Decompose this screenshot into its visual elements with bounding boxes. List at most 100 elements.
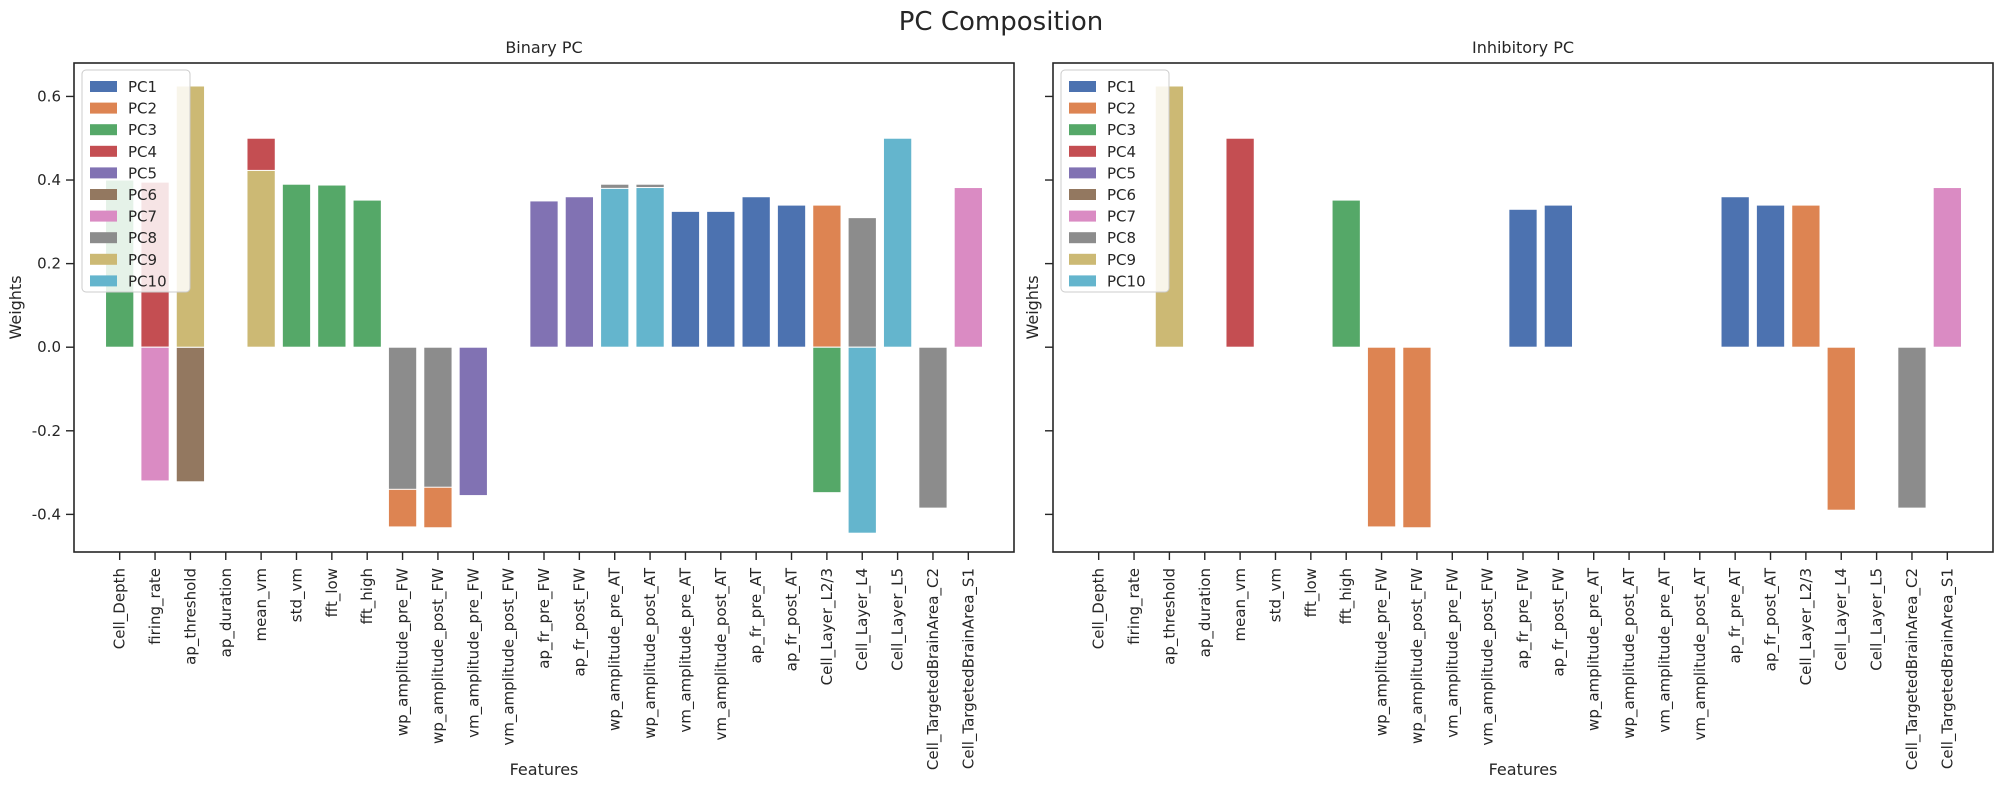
legend-label: PC4 xyxy=(1107,143,1136,161)
bar-pc5-10 xyxy=(458,346,488,497)
x-tick-label: vm_amplitude_pre_AT xyxy=(676,567,695,732)
bar-pc10-15 xyxy=(635,187,665,348)
bar-pc3-7 xyxy=(352,199,382,348)
x-tick-label: ap_fr_pre_FW xyxy=(1514,568,1533,669)
bar-pc1-19 xyxy=(1755,204,1786,348)
bar-pc3-20 xyxy=(812,346,842,494)
legend-label: PC1 xyxy=(128,78,157,96)
x-tick-label: Cell_Layer_L4 xyxy=(1832,568,1851,671)
x-tick-label: wp_amplitude_post_FW xyxy=(1408,568,1427,744)
bar-pc8-9 xyxy=(423,346,453,488)
x-axis-label: Features xyxy=(1489,760,1558,779)
x-tick-label: firing_rate xyxy=(146,568,165,645)
x-tick-label: fft_low xyxy=(1302,568,1321,617)
chart-title: Binary PC xyxy=(505,38,582,57)
legend-label: PC5 xyxy=(1107,164,1136,182)
y-tick-label: 0.0 xyxy=(37,338,61,356)
y-tick-label: 0.4 xyxy=(37,171,61,189)
bar-group xyxy=(105,85,983,534)
x-tick-label: Cell_TargetedBrainArea_C2 xyxy=(924,568,943,770)
x-tick-label: ap_fr_pre_FW xyxy=(535,568,554,669)
bar-pc10-14 xyxy=(600,187,630,348)
legend-swatch-pc10 xyxy=(90,275,117,287)
legend-swatch-pc2 xyxy=(1069,102,1096,114)
bar-pc1-19 xyxy=(776,204,807,348)
legend-swatch-pc6 xyxy=(90,189,117,200)
legend-label: PC6 xyxy=(128,186,157,204)
bar-pc2-20 xyxy=(812,204,842,348)
bar-pc8-8 xyxy=(387,346,418,490)
x-tick-label: wp_amplitude_post_AT xyxy=(641,567,660,739)
x-tick-label: ap_fr_post_AT xyxy=(1762,567,1781,671)
legend-label: PC2 xyxy=(1107,100,1136,118)
bar-pc1-17 xyxy=(706,210,736,348)
x-tick-label: wp_amplitude_post_AT xyxy=(1620,567,1639,739)
x-tick-label: Cell_TargetedBrainArea_S1 xyxy=(1938,568,1957,769)
bar-pc7-24 xyxy=(953,187,983,348)
legend-swatch-pc9 xyxy=(90,253,117,265)
legend-swatch-pc7 xyxy=(1069,210,1096,222)
x-tick-label: Cell_Layer_L5 xyxy=(889,568,908,671)
y-axis-label: Weights xyxy=(1023,275,1042,339)
legend-swatch-pc6 xyxy=(1069,189,1096,200)
x-tick-label: wp_amplitude_pre_FW xyxy=(1373,568,1392,736)
x-tick-label: Cell_Depth xyxy=(111,568,130,649)
legend-swatch-pc5 xyxy=(90,167,117,179)
x-tick-label: wp_amplitude_pre_AT xyxy=(1585,567,1604,731)
x-tick-label: ap_duration xyxy=(1196,568,1215,657)
x-tick-label: Cell_Layer_L4 xyxy=(853,568,872,671)
x-tick-label: fft_low xyxy=(323,568,342,617)
legend-swatch-pc7 xyxy=(90,210,117,222)
bar-pc10-21 xyxy=(847,346,877,534)
legend-swatch-pc8 xyxy=(1069,232,1096,244)
legend-label: PC1 xyxy=(1107,78,1136,96)
x-tick-label: fft_high xyxy=(1337,568,1356,624)
bar-pc6-2 xyxy=(175,346,206,483)
legend-label: PC10 xyxy=(128,272,167,290)
x-tick-label: ap_duration xyxy=(217,568,236,657)
x-tick-label: std_vm xyxy=(1266,568,1285,622)
bar-pc8-21 xyxy=(847,217,877,348)
x-tick-label: vm_amplitude_pre_AT xyxy=(1655,567,1674,732)
x-tick-label: mean_vm xyxy=(1231,568,1250,642)
x-tick-label: Cell_Layer_L2/3 xyxy=(818,568,837,685)
legend-swatch-pc4 xyxy=(1069,145,1096,157)
x-tick-label: firing_rate xyxy=(1125,568,1144,645)
legend-label: PC4 xyxy=(128,143,157,161)
x-tick-label: wp_amplitude_pre_AT xyxy=(606,567,625,731)
legend-label: PC3 xyxy=(128,121,157,139)
legend-label: PC8 xyxy=(1107,229,1136,247)
legend: PC1 PC2 PC3 PC4 PC5 PC6 PC7 PC8 PC9 PC10 xyxy=(81,69,191,293)
x-tick-label: wp_amplitude_post_FW xyxy=(429,568,448,744)
legend-label: PC7 xyxy=(1107,208,1136,226)
x-tick-label: vm_amplitude_post_AT xyxy=(1691,567,1710,740)
x-tick-label: ap_fr_pre_AT xyxy=(1726,567,1745,663)
legend-label: PC5 xyxy=(128,164,157,182)
x-tick-label: Cell_TargetedBrainArea_C2 xyxy=(1903,568,1922,770)
legend-swatch-pc1 xyxy=(1069,81,1096,92)
legend-label: PC9 xyxy=(1107,251,1136,269)
bar-pc2-8 xyxy=(1366,346,1397,528)
legend-swatch-pc8 xyxy=(90,232,117,244)
legend-swatch-pc3 xyxy=(1069,124,1096,136)
x-tick-label: ap_fr_post_AT xyxy=(783,567,802,671)
legend-label: PC10 xyxy=(1107,272,1146,290)
x-tick-label: wp_amplitude_pre_FW xyxy=(394,568,413,736)
bar-pc1-16 xyxy=(670,210,701,348)
x-tick-label: vm_amplitude_post_FW xyxy=(500,568,519,746)
legend-swatch-pc10 xyxy=(1069,275,1096,287)
x-tick-label: ap_fr_post_FW xyxy=(570,568,589,677)
y-tick-label: 0.2 xyxy=(37,255,61,273)
bar-pc3-6 xyxy=(317,184,347,348)
x-tick-label: ap_fr_post_FW xyxy=(1549,568,1568,677)
bar-group xyxy=(1154,85,1962,529)
legend-label: PC6 xyxy=(1107,186,1136,204)
legend-swatch-pc3 xyxy=(90,124,117,136)
x-tick-label: ap_threshold xyxy=(1160,568,1179,665)
x-tick-label: Cell_Layer_L5 xyxy=(1868,568,1887,671)
chart-title: Inhibitory PC xyxy=(1472,38,1574,57)
bar-pc7-24 xyxy=(1932,187,1962,348)
bar-pc2-20 xyxy=(1791,204,1821,348)
legend-label: PC8 xyxy=(128,229,157,247)
